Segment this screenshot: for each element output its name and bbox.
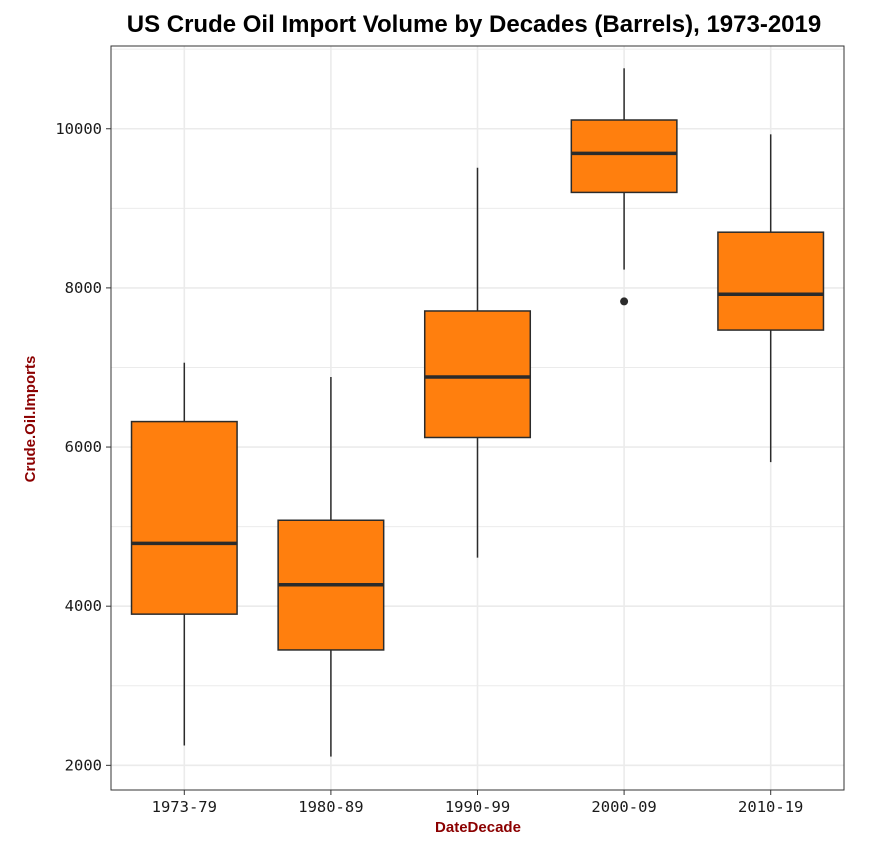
y-tick-label: 8000 (65, 279, 102, 297)
box-1973-79 (130, 362, 238, 746)
axes: 2000 4000 6000 8000 10000 1973-79 1980-89 1990-… (55, 120, 803, 816)
x-tick-label: 2000-09 (591, 798, 656, 816)
box-body (717, 231, 825, 331)
x-axis-title: DateDecade (435, 819, 521, 836)
outlier-point (620, 297, 629, 306)
box-1990-99 (423, 167, 532, 558)
box-body (570, 119, 678, 194)
x-tick-label: 1990-99 (445, 798, 510, 816)
box-1980-89 (277, 377, 385, 757)
x-tick-label: 1980-89 (298, 798, 363, 816)
chart-title: US Crude Oil Import Volume by Decades (B… (127, 11, 821, 38)
y-axis-title: Crude.Oil.Imports (22, 356, 39, 483)
box-plots (130, 68, 825, 757)
box-2010-19 (717, 134, 825, 463)
box-body (130, 420, 238, 615)
box-2000-09 (570, 68, 678, 306)
x-tick-label: 1973-79 (152, 798, 217, 816)
y-tick-label: 10000 (55, 120, 102, 138)
y-tick-label: 2000 (65, 756, 102, 774)
y-tick-label: 6000 (65, 438, 102, 456)
x-tick-label: 2010-19 (738, 798, 803, 816)
box-body (423, 310, 532, 439)
y-tick-label: 4000 (65, 597, 102, 615)
